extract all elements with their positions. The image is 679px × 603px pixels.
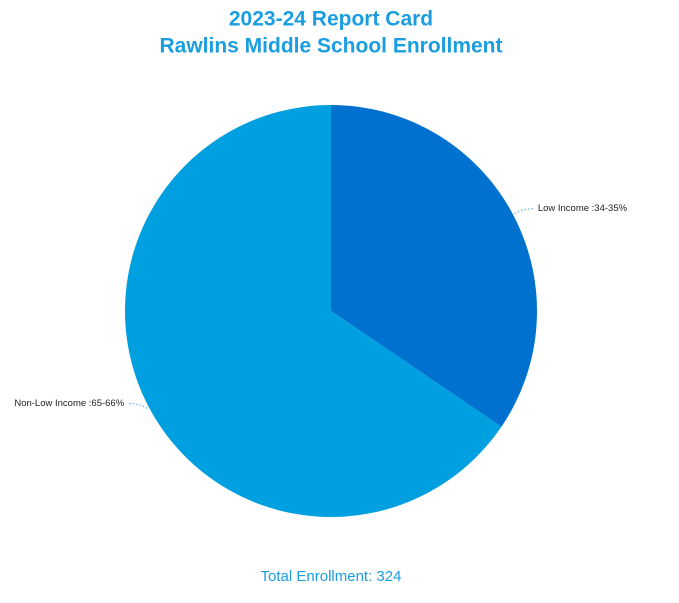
annotation: Total Enrollment: 324 <box>261 568 402 585</box>
leader-line <box>127 402 148 409</box>
data-label: Non-Low Income :65-66% <box>14 398 124 409</box>
pie-slice <box>331 105 537 427</box>
pie-slice <box>124 105 502 518</box>
leader-line <box>514 208 535 215</box>
chart-subtitle: Rawlins Middle School Enrollment <box>159 35 502 58</box>
data-label: Low Income :34-35% <box>538 203 628 214</box>
chart-title: 2023-24 Report Card <box>229 8 433 31</box>
